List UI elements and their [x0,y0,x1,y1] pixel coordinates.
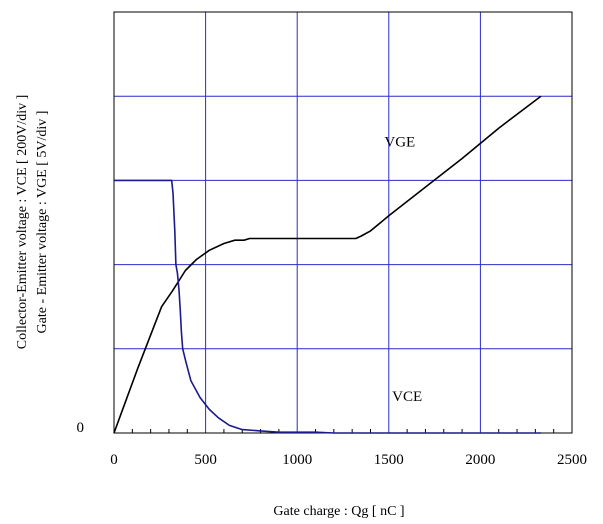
series-line-vge [113,95,542,434]
x-axis-label: Gate charge : Qg [ nC ] [273,504,404,519]
annotation-vge: VGE [384,135,415,151]
x-tick-label: 2000 [465,452,495,468]
series-layer [113,95,542,434]
series-line-vce [114,179,541,434]
y-tick-label: 0 [77,420,85,436]
x-tick-labels: 0 500 1000 1500 2000 2500 [110,452,587,468]
y-tick-labels: 0 [77,420,85,436]
x-tick-label: 500 [194,452,217,468]
y-axis-label-line2: Gate - Emitter voltage : VGE [ 5V/div ] [35,111,50,334]
plot-frame [113,11,573,434]
x-tick-label: 2500 [557,452,587,468]
x-tick-label: 1500 [374,452,404,468]
x-tick-label: 1000 [282,452,312,468]
x-tick-label: 0 [110,452,118,468]
annotation-vce: VCE [392,389,422,405]
grid-lines [114,12,572,433]
y-axis-label-line1: Collector-Emitter voltage : VCE [ 200V/d… [15,95,30,350]
annotations: VGE VCE [384,135,422,405]
